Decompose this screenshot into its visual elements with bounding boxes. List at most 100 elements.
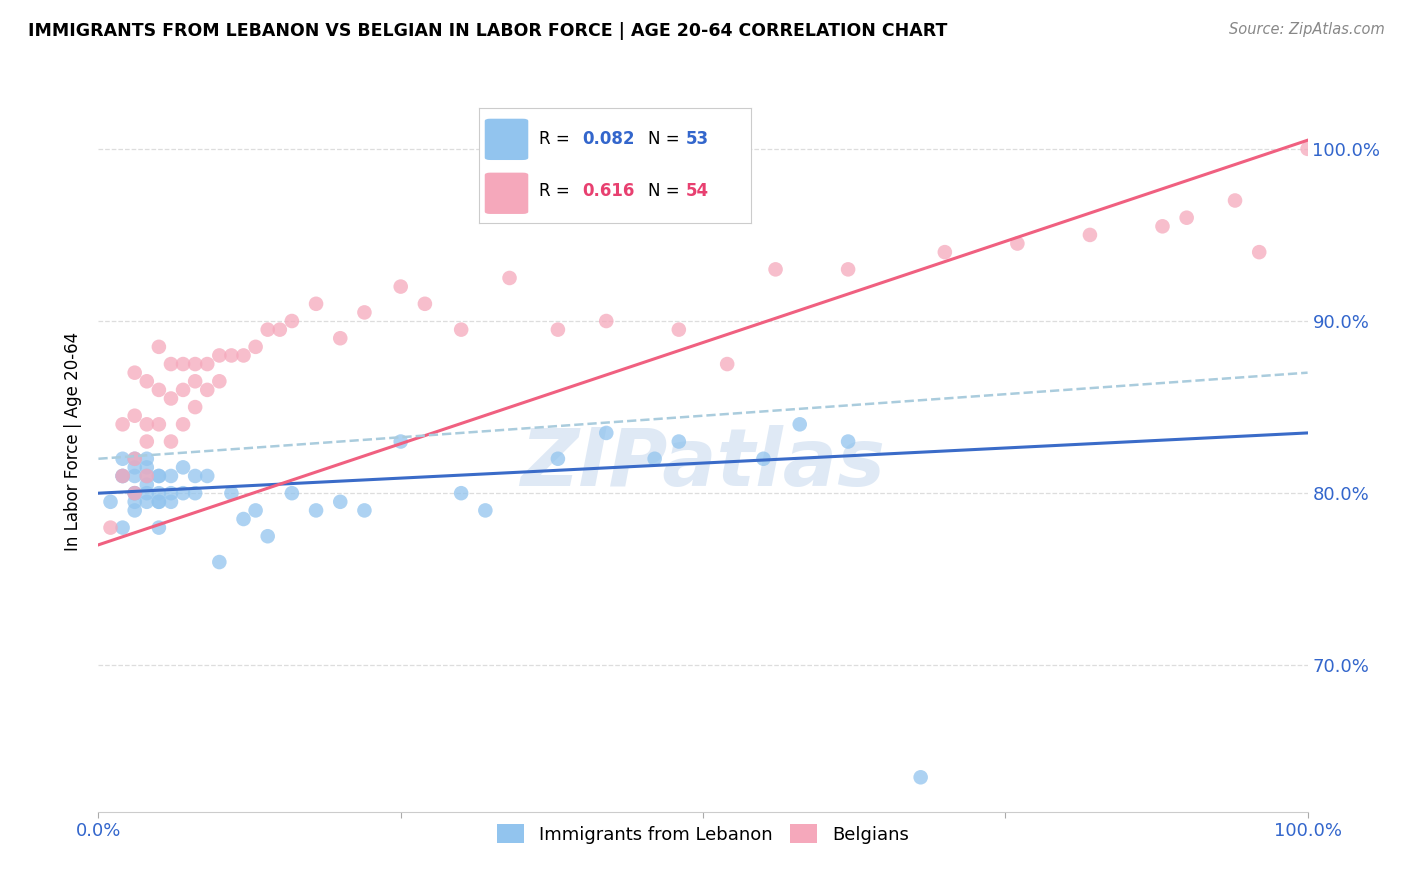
Point — [1007, 236, 1029, 251]
Point — [232, 348, 254, 362]
Point — [111, 469, 134, 483]
Point — [692, 194, 714, 208]
Point — [498, 271, 520, 285]
Text: Source: ZipAtlas.com: Source: ZipAtlas.com — [1229, 22, 1385, 37]
Point — [184, 400, 207, 414]
Point — [305, 297, 328, 311]
Point — [208, 348, 231, 362]
Point — [124, 409, 146, 423]
Point — [160, 434, 183, 449]
Point — [111, 417, 134, 432]
Point — [752, 451, 775, 466]
Point — [450, 323, 472, 337]
Point — [910, 770, 932, 784]
Point — [172, 486, 194, 500]
Point — [160, 495, 183, 509]
Point — [221, 486, 243, 500]
Point — [595, 314, 617, 328]
Point — [135, 417, 157, 432]
Point — [329, 331, 352, 345]
Point — [184, 486, 207, 500]
Point — [208, 555, 231, 569]
Point — [124, 503, 146, 517]
Point — [256, 529, 278, 543]
Point — [281, 486, 304, 500]
Point — [256, 323, 278, 337]
Point — [148, 340, 170, 354]
Point — [172, 417, 194, 432]
Point — [644, 451, 666, 466]
Point — [124, 451, 146, 466]
Point — [124, 366, 146, 380]
Point — [329, 495, 352, 509]
Point — [160, 392, 183, 406]
Point — [934, 245, 956, 260]
Point — [668, 323, 690, 337]
Y-axis label: In Labor Force | Age 20-64: In Labor Force | Age 20-64 — [65, 332, 83, 551]
Point — [124, 486, 146, 500]
Point — [172, 460, 194, 475]
Point — [232, 512, 254, 526]
Point — [595, 425, 617, 440]
Point — [184, 469, 207, 483]
Point — [124, 495, 146, 509]
Point — [1175, 211, 1198, 225]
Point — [195, 383, 218, 397]
Point — [389, 279, 412, 293]
Point — [135, 374, 157, 388]
Point — [245, 340, 267, 354]
Point — [281, 314, 304, 328]
Point — [172, 357, 194, 371]
Point — [789, 417, 811, 432]
Point — [184, 357, 207, 371]
Point — [135, 451, 157, 466]
Point — [124, 469, 146, 483]
Text: ZIPatlas: ZIPatlas — [520, 425, 886, 503]
Point — [716, 357, 738, 371]
Text: IMMIGRANTS FROM LEBANON VS BELGIAN IN LABOR FORCE | AGE 20-64 CORRELATION CHART: IMMIGRANTS FROM LEBANON VS BELGIAN IN LA… — [28, 22, 948, 40]
Point — [148, 417, 170, 432]
Point — [135, 469, 157, 483]
Point — [100, 521, 122, 535]
Point — [413, 297, 436, 311]
Point — [160, 357, 183, 371]
Point — [111, 469, 134, 483]
Point — [160, 469, 183, 483]
Point — [100, 495, 122, 509]
Point — [450, 486, 472, 500]
Point — [837, 434, 859, 449]
Point — [305, 503, 328, 517]
Point — [148, 521, 170, 535]
Point — [148, 495, 170, 509]
Point — [135, 469, 157, 483]
Point — [353, 503, 375, 517]
Point — [765, 262, 787, 277]
Point — [124, 451, 146, 466]
Point — [474, 503, 496, 517]
Point — [184, 374, 207, 388]
Point — [547, 451, 569, 466]
Point — [172, 383, 194, 397]
Point — [1078, 227, 1101, 242]
Point — [547, 323, 569, 337]
Point — [208, 374, 231, 388]
Point — [245, 503, 267, 517]
Point — [124, 486, 146, 500]
Point — [135, 486, 157, 500]
Point — [135, 434, 157, 449]
Point — [269, 323, 291, 337]
Point — [195, 357, 218, 371]
Point — [195, 469, 218, 483]
Point — [111, 469, 134, 483]
Point — [148, 469, 170, 483]
Point — [135, 495, 157, 509]
Point — [148, 495, 170, 509]
Point — [1152, 219, 1174, 234]
Point — [135, 477, 157, 491]
Point — [1223, 194, 1246, 208]
Point — [148, 383, 170, 397]
Point — [111, 451, 134, 466]
Point — [353, 305, 375, 319]
Point — [148, 486, 170, 500]
Point — [1249, 245, 1271, 260]
